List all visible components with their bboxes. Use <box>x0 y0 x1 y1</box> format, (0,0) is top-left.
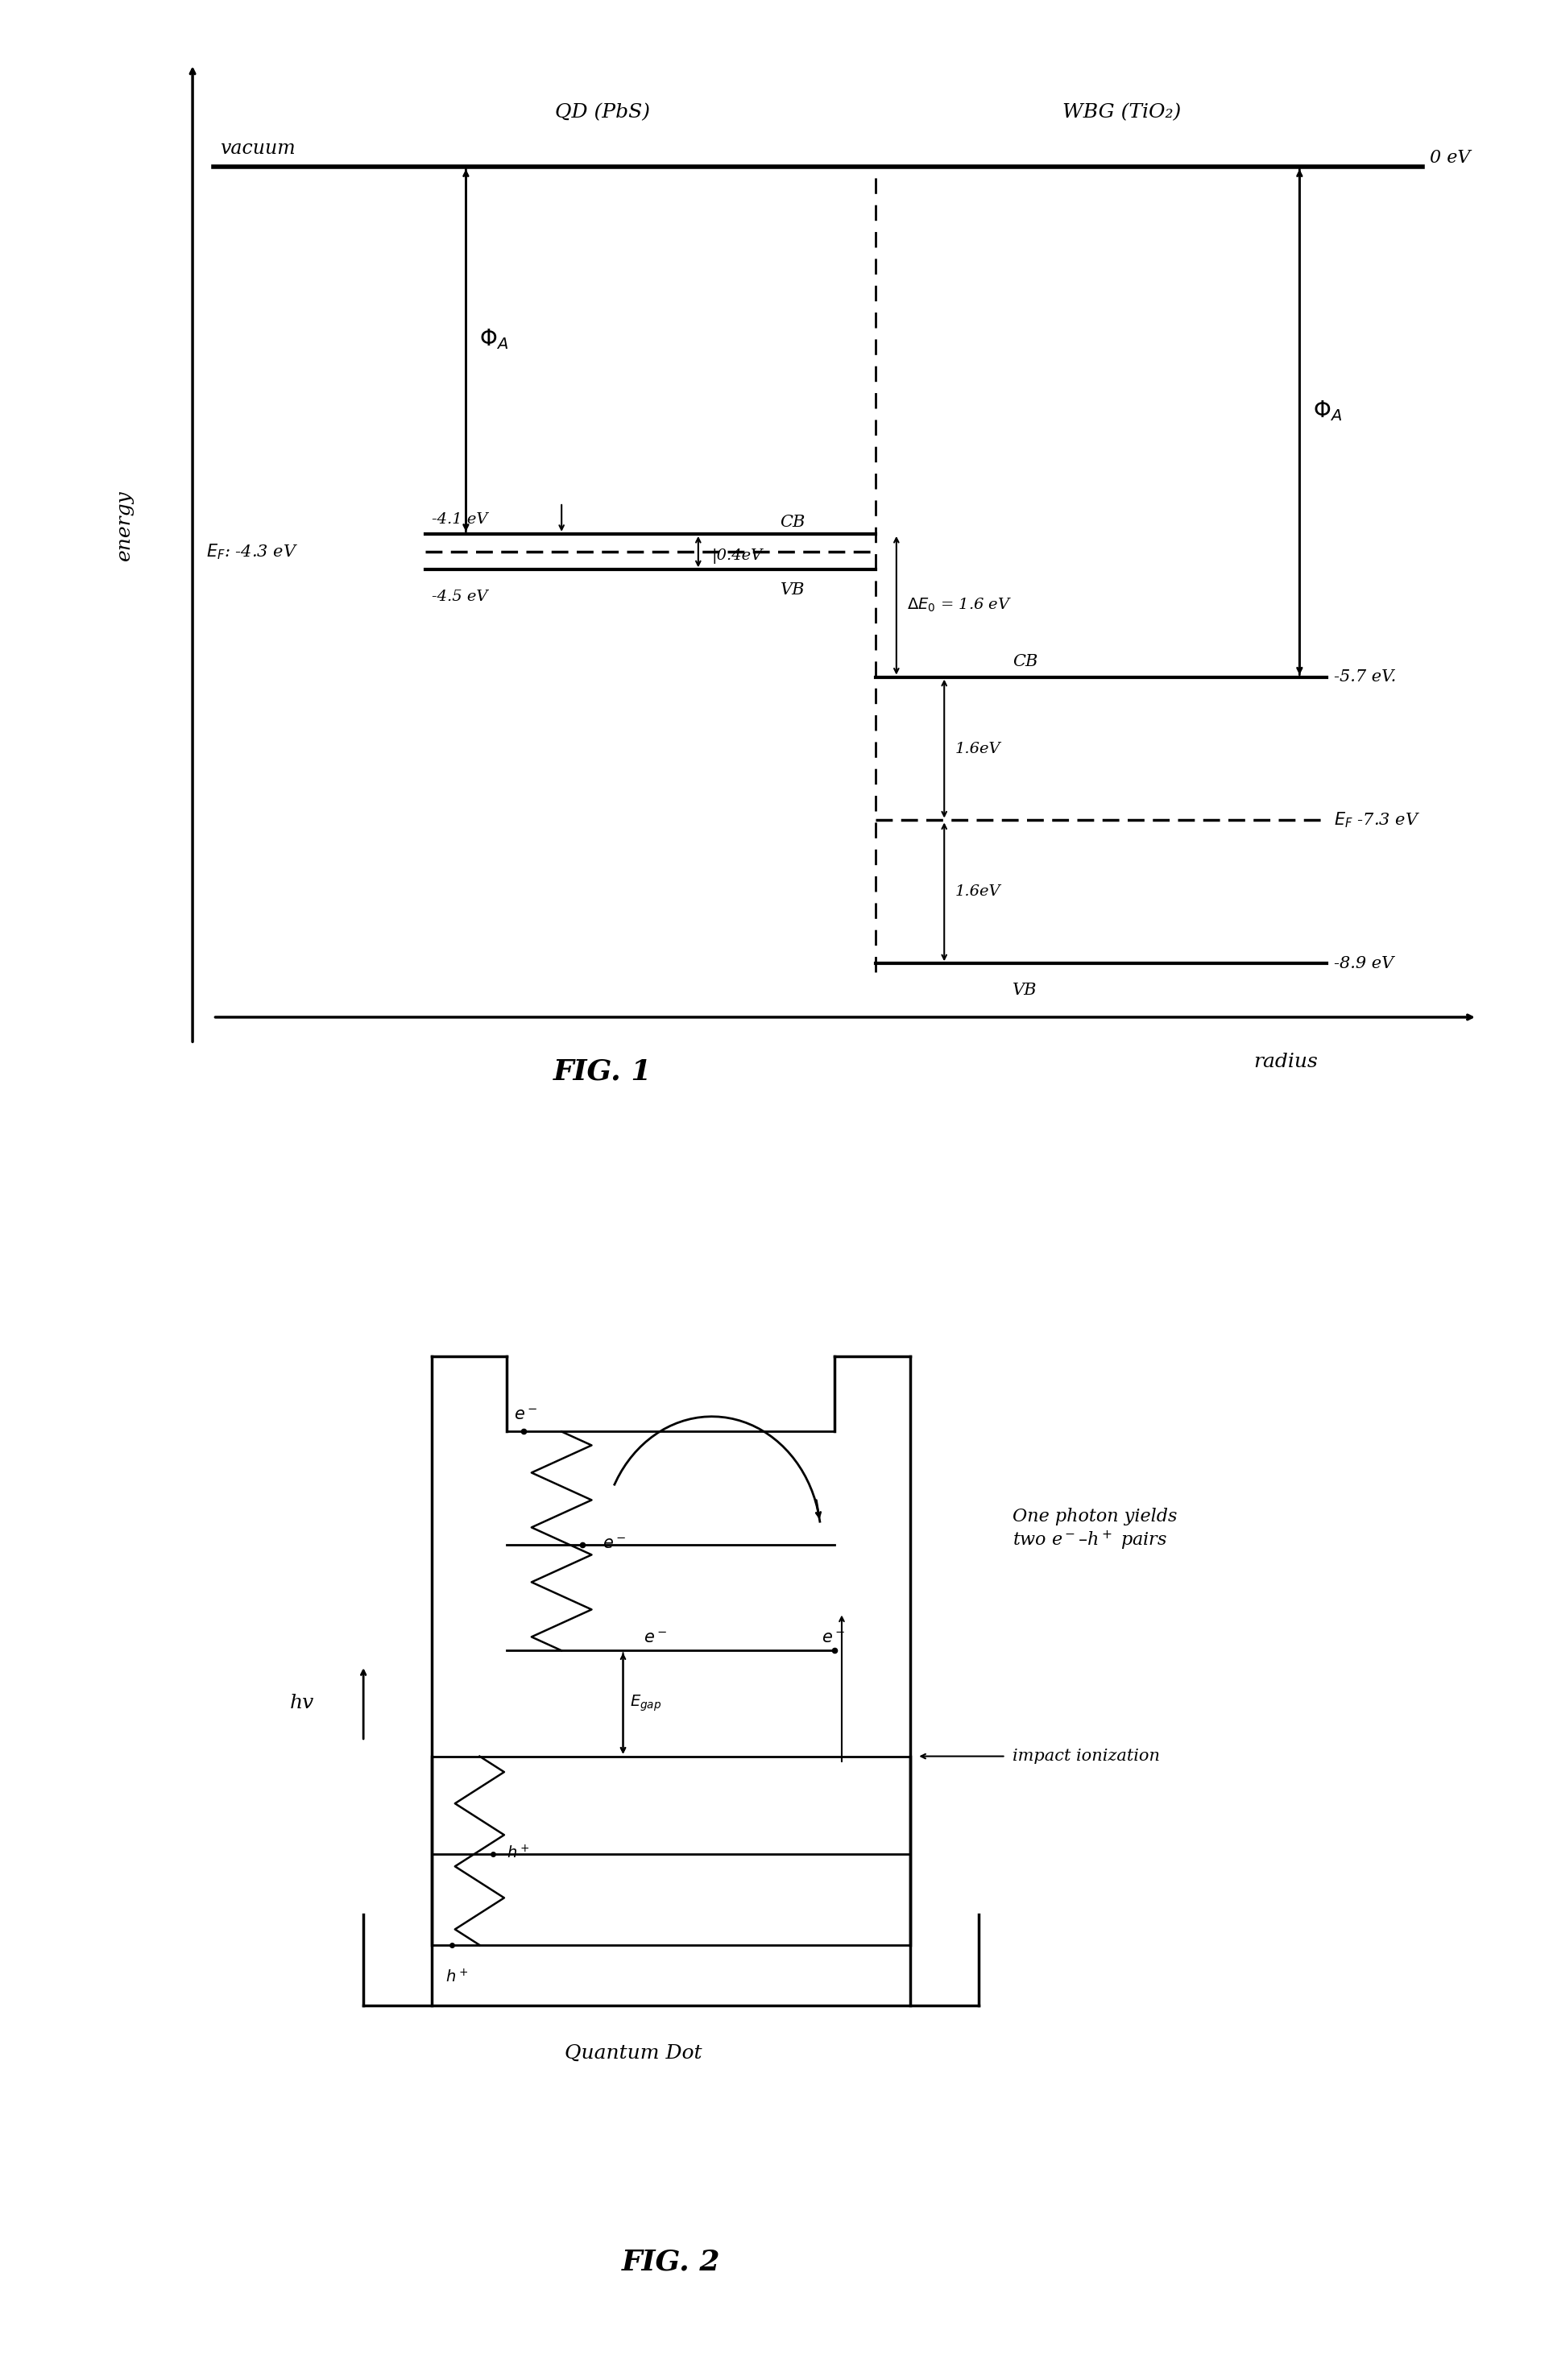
Text: 1.6eV: 1.6eV <box>955 743 1000 757</box>
Text: QD (PbS): QD (PbS) <box>554 102 651 121</box>
Text: 0 eV: 0 eV <box>1429 148 1471 167</box>
Text: -4.1 eV: -4.1 eV <box>432 512 488 526</box>
Text: 1.6eV: 1.6eV <box>955 885 1000 900</box>
Text: radius: radius <box>1253 1052 1318 1071</box>
Text: CB: CB <box>1013 655 1037 669</box>
Text: $h^+$: $h^+$ <box>506 1844 530 1861</box>
Text: $\Phi_A$: $\Phi_A$ <box>1314 400 1342 424</box>
Text: $e^-$: $e^-$ <box>514 1409 537 1423</box>
Text: $e^-$: $e^-$ <box>603 1537 626 1552</box>
Text: Quantum Dot: Quantum Dot <box>565 2044 702 2063</box>
Text: One photon yields
two e$^-$–h$^+$ pairs: One photon yields two e$^-$–h$^+$ pairs <box>1013 1509 1177 1552</box>
Text: hv: hv <box>290 1695 314 1714</box>
Text: WBG (TiO₂): WBG (TiO₂) <box>1062 102 1182 121</box>
Text: $E_{gap}$: $E_{gap}$ <box>631 1695 662 1714</box>
Text: $E_F$ -7.3 eV: $E_F$ -7.3 eV <box>1334 812 1419 831</box>
Text: $h^+$: $h^+$ <box>446 1968 469 1985</box>
Text: CB: CB <box>780 514 806 531</box>
Text: |0.4eV: |0.4eV <box>711 550 763 564</box>
Text: $\Delta E_0$ = 1.6 eV: $\Delta E_0$ = 1.6 eV <box>907 597 1013 614</box>
Text: VB: VB <box>1013 983 1037 997</box>
Text: $e^-$: $e^-$ <box>643 1630 668 1647</box>
Text: FIG. 1: FIG. 1 <box>553 1059 652 1085</box>
Text: impact ionization: impact ionization <box>1013 1749 1160 1764</box>
Text: VB: VB <box>780 583 804 597</box>
Text: $E_F$: -4.3 eV: $E_F$: -4.3 eV <box>207 543 298 562</box>
Text: FIG. 2: FIG. 2 <box>621 2249 721 2275</box>
Text: $\Phi_A$: $\Phi_A$ <box>480 328 509 352</box>
Text: -4.5 eV: -4.5 eV <box>432 590 488 605</box>
Text: vacuum: vacuum <box>221 138 295 157</box>
Text: $e^-$: $e^-$ <box>822 1630 845 1647</box>
Text: -5.7 eV.: -5.7 eV. <box>1334 669 1396 685</box>
Text: energy: energy <box>115 490 134 559</box>
Text: -8.9 eV: -8.9 eV <box>1334 957 1393 971</box>
